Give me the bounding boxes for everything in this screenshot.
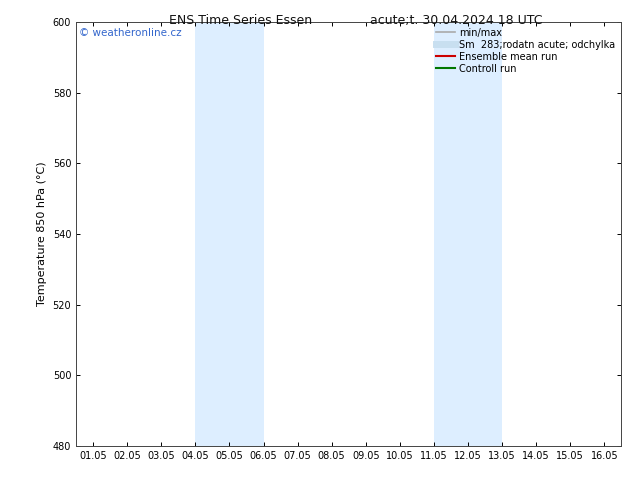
Text: ENS Time Series Essen: ENS Time Series Essen [169, 14, 313, 27]
Bar [434, 22, 502, 446]
Legend: min/max, Sm  283;rodatn acute; odchylka, Ensemble mean run, Controll run: min/max, Sm 283;rodatn acute; odchylka, … [433, 25, 618, 76]
Text: acute;t. 30.04.2024 18 UTC: acute;t. 30.04.2024 18 UTC [370, 14, 543, 27]
Bar [195, 22, 264, 446]
Y-axis label: Temperature 850 hPa (°C): Temperature 850 hPa (°C) [37, 162, 47, 306]
Text: © weatheronline.cz: © weatheronline.cz [79, 28, 181, 38]
